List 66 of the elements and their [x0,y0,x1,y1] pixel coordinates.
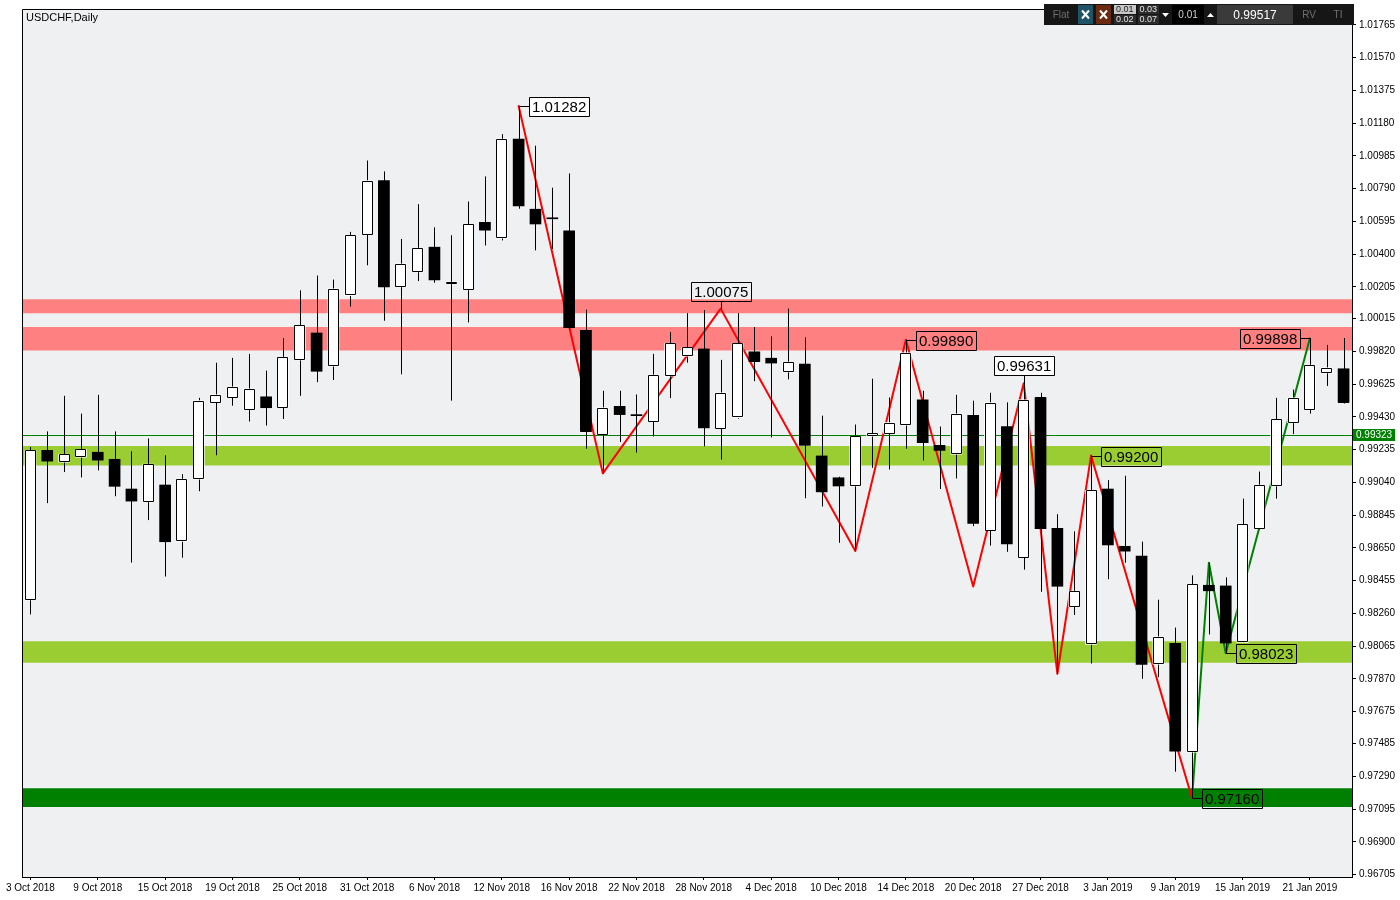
y-tick-label: 0.99820 [1359,345,1396,357]
x-tick-label: 3 Oct 2018 [5,881,56,893]
x-tick-label: 12 Nov 2018 [473,881,531,893]
y-tick-label: 1.01180 [1359,116,1395,128]
data-label: 0.99200 [1104,447,1159,465]
y-tick-label: 0.97675 [1359,705,1396,717]
x-tick-label: 20 Dec 2018 [944,881,1002,893]
data-label: 0.99631 [997,356,1052,374]
x-tick-label: 22 Nov 2018 [608,881,666,893]
annotation: 0.01 [1172,5,1205,24]
y-tick-label: 0.96705 [1359,868,1396,880]
data-label: 0.97160 [1205,789,1260,807]
data-label: 0.99890 [919,331,974,349]
y-tick-label: 0.96900 [1359,835,1396,847]
x-tick-label: 21 Jan 2019 [1282,881,1338,893]
y-tick-label: 0.98455 [1359,574,1396,586]
y-tick-label: 0.99235 [1359,443,1396,455]
y-tick-label: 0.99625 [1359,377,1396,389]
x-tick-label: 10 Dec 2018 [810,881,868,893]
annotation: 0.01 [1114,4,1136,14]
y-tick-label: 1.01375 [1359,84,1396,96]
x-tick-label: 27 Dec 2018 [1012,881,1070,893]
annotation: 0.99517 [1217,5,1294,24]
annotation: 0.03 [1137,4,1160,14]
data-label: 1.01282 [532,97,587,115]
y-tick-label: 1.00015 [1359,312,1396,324]
x-tick-label: 15 Oct 2018 [137,881,193,893]
y-tick-label: 1.00205 [1359,280,1396,292]
x-tick-label: 6 Nov 2018 [408,881,461,893]
x-tick-label: 9 Oct 2018 [73,881,123,893]
x-tick-label: 28 Nov 2018 [675,881,733,893]
y-tick-label: 1.00595 [1359,215,1396,227]
x-tick-label: 15 Jan 2019 [1215,881,1271,893]
annotation: 0.02 [1114,14,1136,24]
annotation: Flat [1051,8,1071,22]
x-tick-label: 14 Dec 2018 [877,881,935,893]
y-tick-label: 0.97290 [1359,770,1396,782]
y-tick-label: 1.00400 [1359,247,1396,259]
y-tick-label: 0.98845 [1359,508,1396,520]
x-tick-label: 25 Oct 2018 [272,881,328,893]
x-tick-label: 16 Nov 2018 [540,881,598,893]
x-tick-label: 3 Jan 2019 [1083,881,1134,893]
y-tick-label: 0.99040 [1359,476,1396,488]
ref-line-label: 0.99323 [1356,429,1393,441]
annotation: TI [1332,8,1344,22]
data-label: 0.98023 [1239,644,1294,662]
y-tick-label: 0.99430 [1359,410,1396,422]
data-label: 1.00075 [694,282,749,300]
y-tick-label: 0.97095 [1359,802,1396,814]
y-tick-label: 1.01570 [1359,51,1396,63]
data-label: 0.99898 [1243,329,1298,347]
annotation: 0.07 [1137,14,1160,24]
x-tick-label: 31 Oct 2018 [339,881,395,893]
y-tick-label: 0.98065 [1359,639,1396,651]
annotation: RV [1301,8,1317,22]
y-tick-label: 1.01765 [1359,18,1396,30]
x-tick-label: 9 Jan 2019 [1150,881,1201,893]
x-tick-label: 19 Oct 2018 [205,881,261,893]
y-tick-label: 0.98260 [1359,607,1396,619]
x-tick-label: 4 Dec 2018 [745,881,798,893]
y-tick-label: 0.97870 [1359,672,1396,684]
y-tick-label: 1.00985 [1359,149,1396,161]
y-tick-label: 1.00790 [1359,182,1396,194]
chart-title: USDCHF,Daily [26,11,99,24]
y-tick-label: 0.98650 [1359,541,1396,553]
y-tick-label: 0.97485 [1359,737,1396,749]
